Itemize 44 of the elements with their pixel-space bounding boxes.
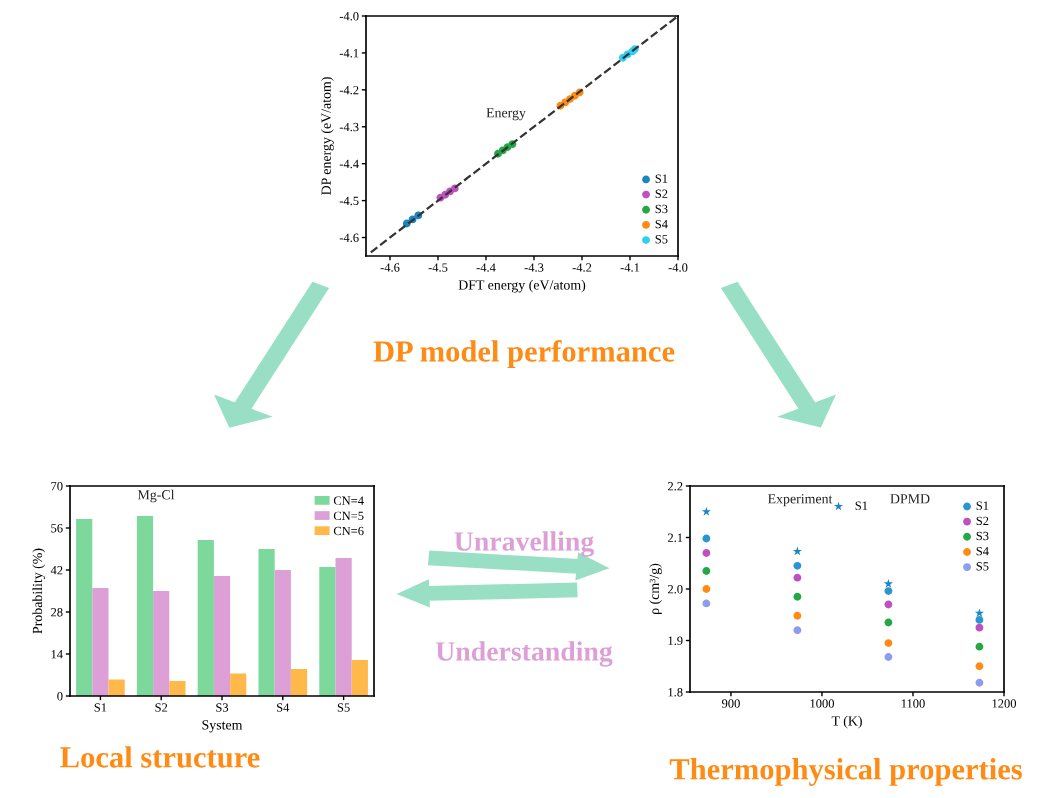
bar (213, 576, 231, 696)
point (975, 662, 984, 671)
point (975, 642, 984, 651)
point (793, 611, 802, 620)
point (702, 585, 711, 593)
point (884, 587, 893, 595)
bar (258, 549, 275, 696)
bar (274, 570, 291, 696)
point (702, 599, 711, 608)
bar (76, 519, 93, 696)
point (974, 608, 984, 618)
text: DP model performance (373, 339, 675, 369)
point (883, 579, 893, 588)
bar (197, 540, 214, 696)
point (702, 549, 711, 557)
point (792, 546, 802, 556)
bar (230, 673, 247, 696)
point (884, 639, 893, 647)
point (975, 678, 984, 687)
bar (108, 679, 125, 696)
bar (290, 669, 308, 696)
point (975, 623, 984, 632)
bar (136, 516, 154, 696)
point (793, 626, 802, 635)
point (793, 573, 802, 582)
text: Unravelling (454, 531, 594, 557)
point (884, 653, 893, 661)
bar (319, 567, 336, 696)
point (701, 506, 711, 516)
point (702, 567, 711, 575)
bar (153, 591, 170, 696)
point (702, 534, 711, 543)
point (884, 600, 893, 609)
bar (92, 588, 109, 696)
text: Thermophysical properties (669, 758, 1022, 786)
point (975, 615, 984, 624)
bar (169, 681, 186, 696)
point (884, 618, 893, 627)
text: Local structure (60, 746, 260, 768)
text: Understanding (435, 641, 613, 667)
bar (335, 558, 352, 696)
bar (351, 660, 368, 696)
point (793, 561, 802, 570)
point (793, 592, 802, 601)
